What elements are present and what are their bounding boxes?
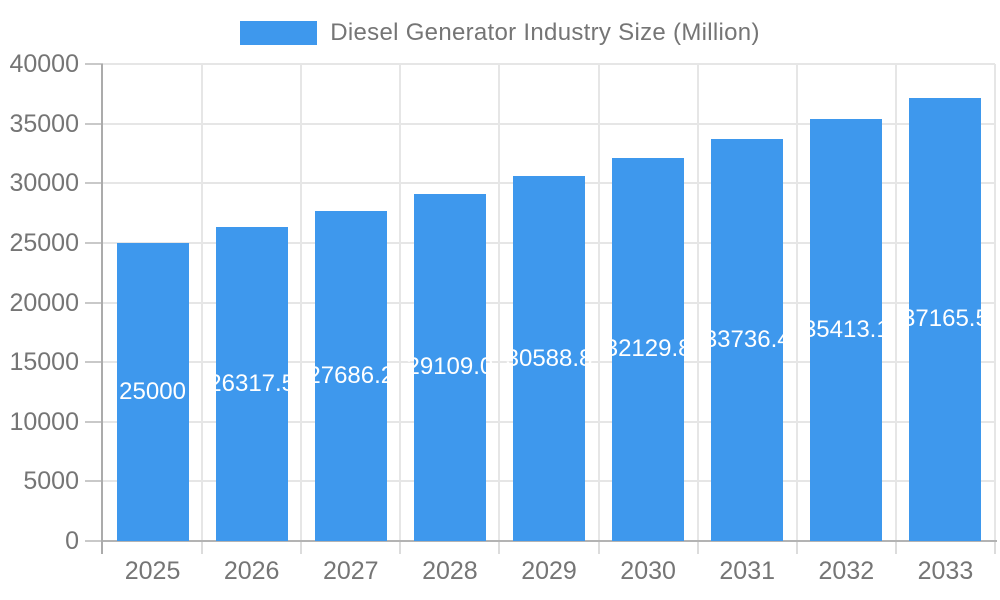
bar[interactable]: 35413.1 [803, 118, 890, 541]
bar-value-label: 30588.8 [505, 344, 593, 372]
y-axis-tick [85, 480, 103, 483]
y-axis-tick-label: 15000 [9, 348, 79, 377]
y-axis-tick [85, 63, 103, 65]
gridline-vertical [201, 64, 204, 541]
x-axis-tick-label: 2033 [917, 557, 974, 585]
y-axis-tick [85, 361, 103, 364]
x-axis-tick [399, 541, 402, 554]
y-axis-tick [85, 241, 103, 244]
bar[interactable]: 32129.8 [605, 157, 691, 541]
y-axis-tick-label: 35000 [9, 109, 79, 138]
bar[interactable]: 26317.5 [208, 227, 295, 541]
y-axis-tick-label: 0 [65, 527, 79, 555]
bar[interactable]: 29109.0 [406, 193, 493, 541]
x-axis-tick-label: 2029 [521, 557, 577, 585]
bar-value-label: 26317.5 [208, 370, 296, 398]
x-axis-tick [894, 541, 897, 554]
bar[interactable]: 27686.2 [307, 210, 394, 541]
legend-swatch[interactable] [240, 21, 318, 45]
x-axis-tick-label: 2030 [620, 557, 676, 585]
y-axis-tick-label: 25000 [9, 228, 79, 257]
y-axis-tick [85, 301, 103, 304]
bar[interactable]: 37165.5 [902, 97, 989, 541]
gridline-vertical [894, 64, 897, 541]
y-axis-tick-label: 5000 [23, 467, 79, 496]
x-axis-tick-label: 2027 [322, 557, 379, 585]
gridline-vertical [300, 64, 303, 541]
bar-value-label: 37165.5 [902, 305, 989, 333]
x-axis-line [103, 540, 997, 542]
y-axis-tick [85, 420, 103, 423]
legend: Diesel Generator Industry Size (Million) [0, 19, 1000, 47]
x-axis-tick [498, 541, 501, 554]
y-axis-tick [85, 182, 103, 185]
x-axis-tick [201, 541, 204, 554]
gridline-horizontal [103, 122, 995, 125]
bar-value-label: 33736.4 [703, 325, 791, 353]
y-axis-tick-label: 40000 [9, 50, 79, 78]
gridline-vertical [498, 64, 501, 541]
gridline-vertical [597, 64, 600, 541]
legend-label[interactable]: Diesel Generator Industry Size (Million) [330, 19, 760, 46]
y-axis-tick-label: 10000 [9, 407, 79, 436]
x-axis-tick [994, 541, 996, 554]
x-axis-tick-label: 2031 [719, 557, 776, 585]
bar[interactable]: 30588.8 [506, 176, 592, 541]
gridline-vertical [795, 64, 798, 541]
y-axis-tick [85, 540, 103, 542]
y-axis-line [101, 64, 103, 554]
x-axis-tick [597, 541, 600, 554]
x-axis-tick-label: 2026 [223, 557, 280, 585]
bar-value-label: 32129.8 [604, 335, 692, 363]
gridline-vertical [696, 64, 699, 541]
gridline-vertical [399, 64, 402, 541]
gridline-vertical [994, 64, 996, 541]
bar-value-label: 27686.2 [307, 361, 395, 389]
x-axis-tick [795, 541, 798, 554]
x-axis-tick-label: 2032 [818, 557, 875, 585]
x-axis-tick [300, 541, 303, 554]
x-axis-tick-label: 2025 [124, 557, 181, 585]
x-axis-tick [696, 541, 699, 554]
bar-value-label: 25000 [119, 377, 186, 405]
y-axis-tick [85, 122, 103, 125]
y-axis-tick-label: 30000 [9, 169, 79, 198]
gridline-horizontal [103, 63, 995, 65]
bar[interactable]: 25000 [116, 242, 189, 541]
y-axis-tick-label: 20000 [9, 288, 79, 317]
bar-value-label: 29109.0 [406, 353, 494, 381]
bar[interactable]: 33736.4 [704, 138, 791, 541]
x-axis-tick-label: 2028 [422, 557, 478, 585]
bar-value-label: 35413.1 [802, 315, 890, 343]
